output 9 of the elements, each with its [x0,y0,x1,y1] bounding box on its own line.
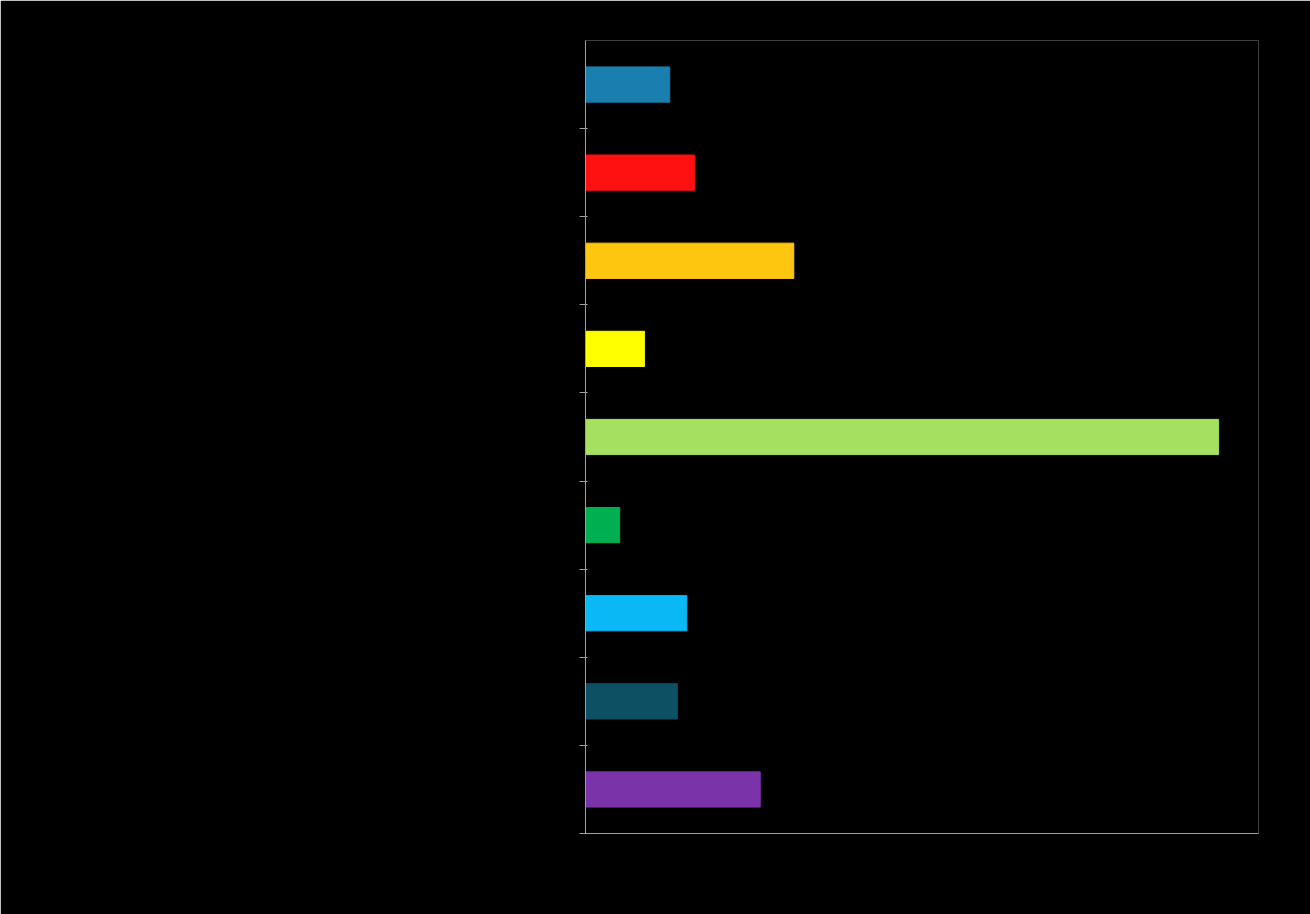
bar [585,506,621,544]
bar [585,595,688,632]
bar [585,330,645,368]
bar [585,154,695,191]
bar [585,242,795,279]
bar [585,683,678,720]
bar [585,66,671,103]
bar [585,418,1220,456]
bar [585,771,761,808]
